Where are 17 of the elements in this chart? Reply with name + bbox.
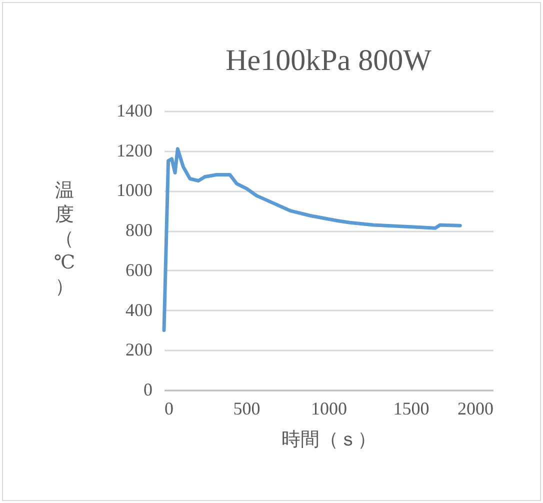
x-tick-label: 2000 xyxy=(458,398,494,418)
x-tick-label: 1500 xyxy=(393,398,430,418)
x-tick-label: 0 xyxy=(164,398,174,418)
y-tick-label: 200 xyxy=(126,340,152,360)
y-tick-label: 1200 xyxy=(116,140,152,160)
line-series xyxy=(162,147,462,332)
chart-title: He100kPa 800W xyxy=(226,44,432,77)
y-axis-title: 温度（℃） xyxy=(54,180,76,298)
x-tick-label: 1000 xyxy=(311,398,347,418)
y-tick-label: 0 xyxy=(144,380,152,400)
y-tick-label: 1400 xyxy=(116,100,152,120)
y-tick-label: 800 xyxy=(126,220,152,240)
x-axis-title: 時間（ｓ） xyxy=(282,430,376,450)
x-tick-label: 500 xyxy=(233,398,260,418)
y-tick-label: 400 xyxy=(126,300,152,320)
y-tick-label: 600 xyxy=(126,260,152,280)
y-tick-label: 1000 xyxy=(116,180,152,200)
